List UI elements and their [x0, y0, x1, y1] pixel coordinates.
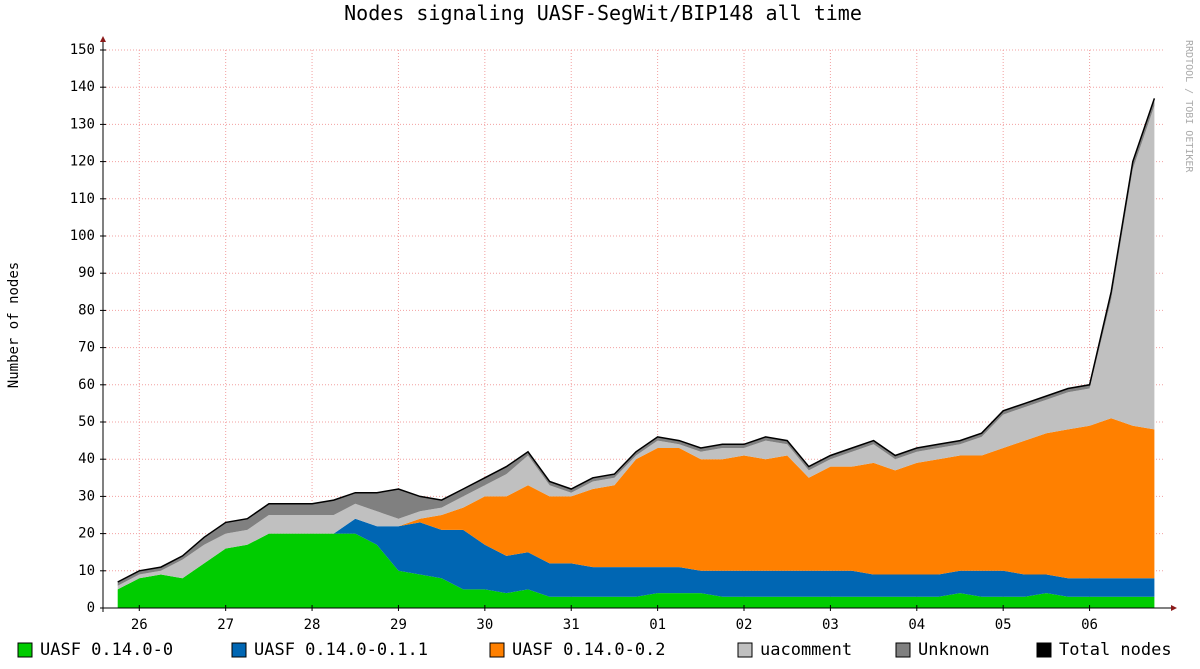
x-tick-label: 26 [131, 617, 148, 633]
y-tick-label: 20 [78, 526, 95, 542]
x-tick-label: 05 [995, 617, 1012, 633]
legend-swatch [489, 642, 505, 658]
y-tick-label: 140 [70, 79, 95, 95]
watermark: RRDTOOL / TOBI OETIKER [1183, 40, 1194, 173]
legend: UASF 0.14.0-0 UASF 0.14.0-0.1.1 UASF 0.14.… [17, 640, 1172, 660]
y-tick-label: 120 [70, 154, 95, 170]
y-arrow [100, 36, 106, 42]
legend-label: uacomment [760, 640, 852, 660]
legend-label: UASF 0.14.0-0 [40, 640, 173, 660]
y-tick-label: 90 [78, 265, 95, 281]
x-arrow [1171, 605, 1177, 611]
legend-swatch [895, 642, 911, 658]
legend-label: Unknown [918, 640, 990, 660]
legend-swatch [17, 642, 33, 658]
area [117, 518, 1155, 597]
y-tick-label: 110 [70, 191, 95, 207]
x-tick-label: 03 [822, 617, 839, 633]
x-tick-label: 30 [476, 617, 493, 633]
legend-swatch [737, 642, 753, 658]
x-tick-label: 06 [1081, 617, 1098, 633]
x-tick-label: 29 [390, 617, 407, 633]
legend-label: UASF 0.14.0-0.1.1 [254, 640, 428, 660]
x-tick-label: 04 [908, 617, 925, 633]
area [117, 418, 1155, 590]
x-tick-label: 01 [649, 617, 666, 633]
x-tick-label: 28 [304, 617, 321, 633]
y-tick-label: 30 [78, 488, 95, 504]
x-tick-label: 31 [563, 617, 580, 633]
y-tick-label: 130 [70, 116, 95, 132]
legend-swatch [1036, 642, 1052, 658]
x-tick-label: 27 [217, 617, 234, 633]
area [117, 533, 1155, 608]
y-tick-label: 10 [78, 563, 95, 579]
legend-label: UASF 0.14.0-0.2 [512, 640, 666, 660]
y-tick-label: 40 [78, 451, 95, 467]
legend-swatch [231, 642, 247, 658]
total-line [117, 98, 1156, 583]
legend-label: Total nodes [1059, 640, 1172, 660]
y-tick-label: 70 [78, 340, 95, 356]
chart-title: Nodes signaling UASF-SegWit/BIP148 all t… [344, 1, 862, 25]
y-tick-label: 60 [78, 377, 95, 393]
x-tick-label: 02 [736, 617, 753, 633]
y-tick-label: 100 [70, 228, 95, 244]
area [117, 105, 1155, 590]
y-axis-label: Number of nodes [6, 262, 22, 388]
y-tick-label: 150 [70, 42, 95, 58]
y-tick-label: 80 [78, 302, 95, 318]
y-tick-label: 50 [78, 414, 95, 430]
plot-areas [117, 98, 1156, 608]
y-tick-label: 0 [87, 600, 95, 616]
